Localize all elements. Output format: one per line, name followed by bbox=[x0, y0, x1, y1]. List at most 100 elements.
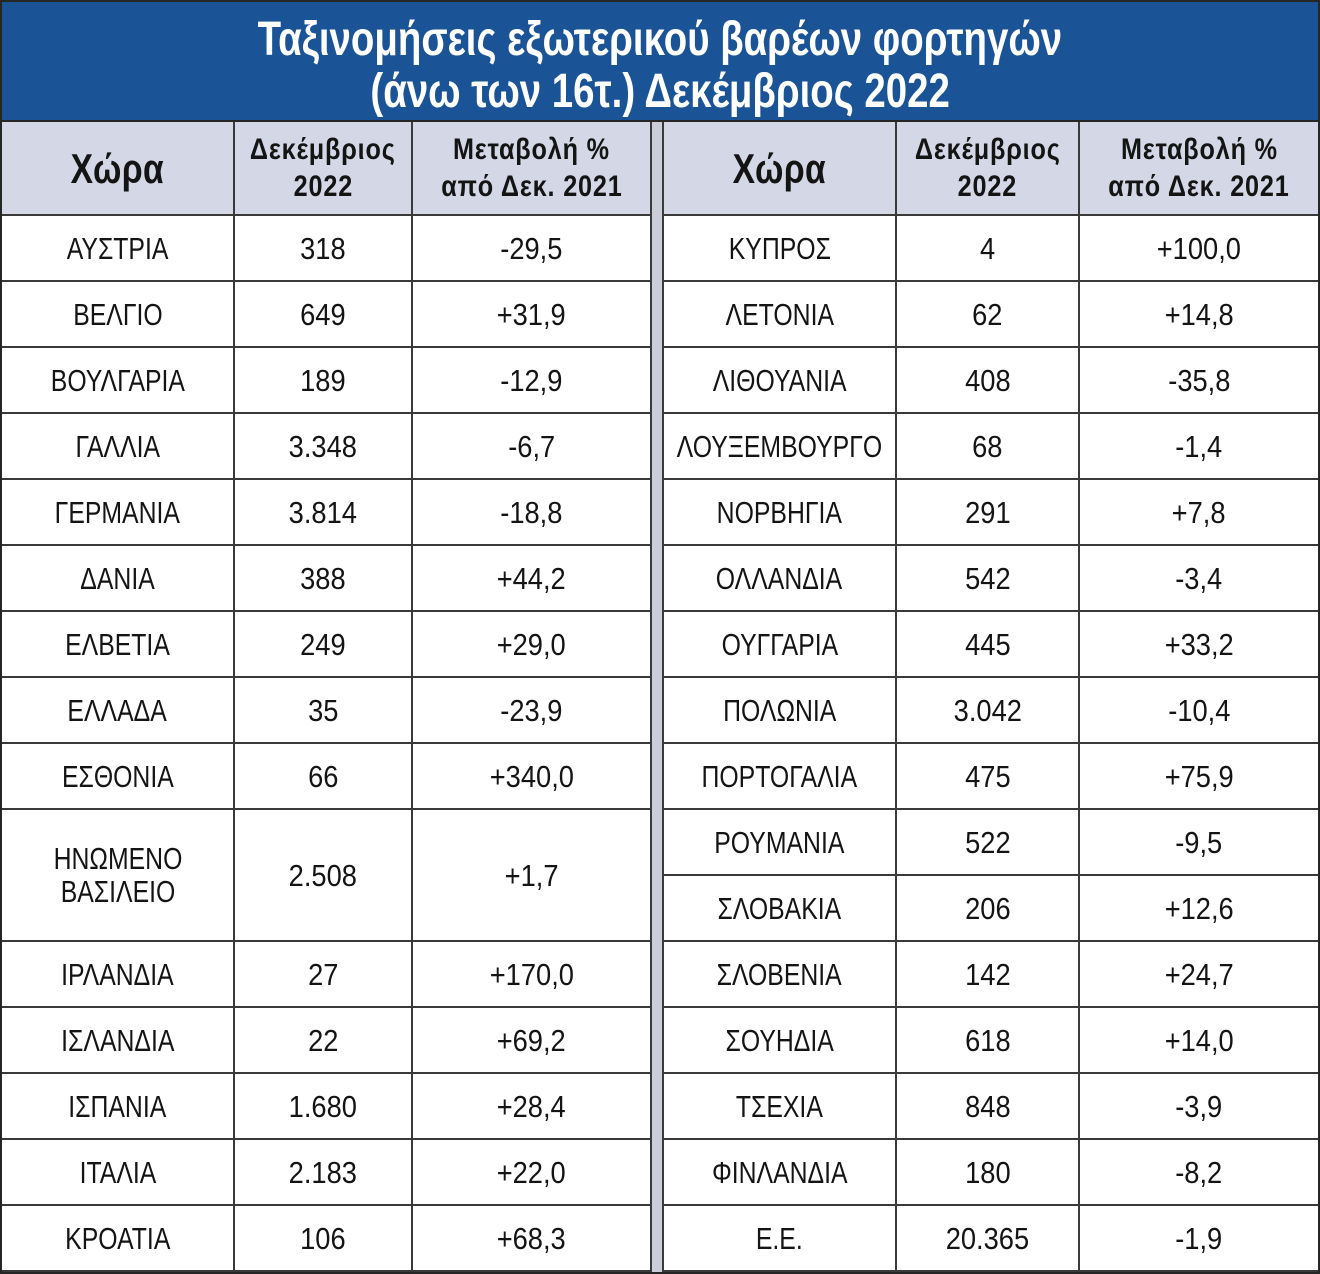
december-2022-cell: 2.183 bbox=[235, 1140, 413, 1206]
country-cell: ΣΛΟΒΑΚΙΑ bbox=[664, 876, 897, 942]
country-cell: ΛΕΤΟΝΙΑ bbox=[664, 282, 897, 348]
header-change-pct-line-1: Μεταβολή % bbox=[452, 133, 610, 166]
december-2022-value: 142 bbox=[964, 956, 1011, 992]
table-row: ΙΤΑΛΙΑ 2.183 +22,0 bbox=[2, 1140, 650, 1206]
december-2022-value: 27 bbox=[307, 956, 339, 992]
change-pct-value: -10,4 bbox=[1167, 692, 1231, 728]
country-name: ΤΣΕΧΙΑ bbox=[736, 1088, 823, 1124]
country-name: ΙΤΑΛΙΑ bbox=[79, 1154, 156, 1190]
country-name: ΟΛΛΑΝΔΙΑ bbox=[716, 560, 843, 596]
change-pct-cell: +24,7 bbox=[1080, 942, 1318, 1008]
table-row: ΟΛΛΑΝΔΙΑ 542 -3,4 bbox=[664, 546, 1318, 612]
country-cell: ΚΥΠΡΟΣ bbox=[664, 216, 897, 282]
change-pct-value: -35,8 bbox=[1167, 362, 1231, 398]
december-2022-cell: 1.680 bbox=[235, 1074, 413, 1140]
country-cell: ΒΟΥΛΓΑΡΙΑ bbox=[2, 348, 235, 414]
december-2022-cell: 22 bbox=[235, 1008, 413, 1074]
header-december-2022-line-1: Δεκέμβριος bbox=[250, 133, 396, 166]
table-row: ΠΟΛΩΝΙΑ 3.042 -10,4 bbox=[664, 678, 1318, 744]
december-2022-value: 249 bbox=[300, 626, 346, 662]
chart-title-line-2: (άνω των 16τ.) Δεκέμβριος 2022 bbox=[370, 65, 950, 118]
country-cell: ΠΟΡΤΟΓΑΛΙΑ bbox=[664, 744, 897, 810]
december-2022-value: 618 bbox=[964, 1022, 1011, 1058]
change-pct-cell: +68,3 bbox=[413, 1206, 650, 1272]
country-name: Ε.Ε. bbox=[756, 1220, 803, 1256]
country-cell: ΔΑΝΙΑ bbox=[2, 546, 235, 612]
country-cell: ΒΕΛΓΙΟ bbox=[2, 282, 235, 348]
change-pct-cell: -1,9 bbox=[1080, 1206, 1318, 1272]
change-pct-cell: -29,5 bbox=[413, 216, 650, 282]
december-2022-cell: 66 bbox=[235, 744, 413, 810]
table-row: ΒΟΥΛΓΑΡΙΑ 189 -12,9 bbox=[2, 348, 650, 414]
change-pct-cell: -9,5 bbox=[1080, 810, 1318, 876]
table-row: ΣΛΟΒΑΚΙΑ 206 +12,6 bbox=[664, 876, 1318, 942]
table-row: ΑΥΣΤΡΙΑ 318 -29,5 bbox=[2, 216, 650, 282]
change-pct-cell: +75,9 bbox=[1080, 744, 1318, 810]
december-2022-value: 2.508 bbox=[288, 857, 358, 893]
change-pct-value: +44,2 bbox=[496, 560, 567, 596]
december-2022-value: 408 bbox=[964, 362, 1011, 398]
december-2022-cell: 2.508 bbox=[235, 810, 413, 942]
country-name: ΓΑΛΛΙΑ bbox=[75, 428, 160, 464]
table-row: ΛΙΘΟΥΑΝΙΑ 408 -35,8 bbox=[664, 348, 1318, 414]
change-pct-cell: +31,9 bbox=[413, 282, 650, 348]
december-2022-value: 848 bbox=[964, 1088, 1011, 1124]
change-pct-value: +340,0 bbox=[489, 758, 574, 794]
left-table-half: Χώρα Δεκέμβριος 2022 Μεταβολή % από Δεκ. 202… bbox=[2, 122, 650, 1272]
december-2022-value: 106 bbox=[300, 1220, 346, 1256]
country-name: ΣΛΟΒΑΚΙΑ bbox=[717, 890, 842, 926]
country-name: ΛΙΘΟΥΑΝΙΑ bbox=[712, 362, 847, 398]
december-2022-value: 62 bbox=[972, 296, 1003, 332]
country-cell: ΕΣΘΟΝΙΑ bbox=[2, 744, 235, 810]
change-pct-value: +22,0 bbox=[496, 1154, 567, 1190]
table-row: Ε.Ε. 20.365 -1,9 bbox=[664, 1206, 1318, 1272]
country-name: ΙΣΛΑΝΔΙΑ bbox=[60, 1022, 175, 1058]
december-2022-cell: 27 bbox=[235, 942, 413, 1008]
change-pct-cell: -10,4 bbox=[1080, 678, 1318, 744]
right-table-half: Χώρα Δεκέμβριος 2022 Μεταβολή % από Δεκ. 202… bbox=[664, 122, 1318, 1272]
change-pct-cell: -23,9 bbox=[413, 678, 650, 744]
table-row: ΣΟΥΗΔΙΑ 618 +14,0 bbox=[664, 1008, 1318, 1074]
december-2022-cell: 542 bbox=[897, 546, 1080, 612]
december-2022-cell: 475 bbox=[897, 744, 1080, 810]
december-2022-value: 206 bbox=[964, 890, 1011, 926]
change-pct-value: -9,5 bbox=[1175, 824, 1223, 860]
december-2022-cell: 3.042 bbox=[897, 678, 1080, 744]
header-country-line-1: Χώρα bbox=[70, 144, 165, 192]
change-pct-cell: +14,0 bbox=[1080, 1008, 1318, 1074]
change-pct-cell: +7,8 bbox=[1080, 480, 1318, 546]
december-2022-value: 649 bbox=[300, 296, 346, 332]
country-name: ΠΟΡΤΟΓΑΛΙΑ bbox=[701, 758, 858, 794]
table-row: ΚΡΟΑΤΙΑ 106 +68,3 bbox=[2, 1206, 650, 1272]
title-band: Ταξινομήσεις εξωτερικού βαρέων φορτηγών … bbox=[2, 2, 1318, 122]
change-pct-value: +170,0 bbox=[489, 956, 574, 992]
table-row: ΕΛΛΑΔΑ 35 -23,9 bbox=[2, 678, 650, 744]
change-pct-cell: +28,4 bbox=[413, 1074, 650, 1140]
table-row: ΓΕΡΜΑΝΙΑ 3.814 -18,8 bbox=[2, 480, 650, 546]
change-pct-value: +100,0 bbox=[1156, 230, 1242, 266]
table-row: ΛΕΤΟΝΙΑ 62 +14,8 bbox=[664, 282, 1318, 348]
december-2022-cell: 206 bbox=[897, 876, 1080, 942]
change-pct-cell: +33,2 bbox=[1080, 612, 1318, 678]
header-december-2022-line-1: Δεκέμβριος bbox=[914, 133, 1061, 166]
change-pct-value: +69,2 bbox=[496, 1022, 567, 1058]
change-pct-value: +31,9 bbox=[496, 296, 567, 332]
table-row: ΛΟΥΞΕΜΒΟΥΡΓΟ 68 -1,4 bbox=[664, 414, 1318, 480]
header-december-2022: Δεκέμβριος 2022 bbox=[235, 122, 413, 216]
change-pct-value: +24,7 bbox=[1164, 956, 1234, 992]
country-cell: ΟΥΓΓΑΡΙΑ bbox=[664, 612, 897, 678]
table-row: ΔΑΝΙΑ 388 +44,2 bbox=[2, 546, 650, 612]
december-2022-value: 445 bbox=[964, 626, 1011, 662]
change-pct-value: -18,8 bbox=[500, 494, 563, 530]
country-name: ΕΣΘΟΝΙΑ bbox=[61, 758, 174, 794]
table-row: ΝΟΡΒΗΓΙΑ 291 +7,8 bbox=[664, 480, 1318, 546]
december-2022-value: 3.814 bbox=[288, 494, 358, 530]
table-row: ΦΙΝΛΑΝΔΙΑ 180 -8,2 bbox=[664, 1140, 1318, 1206]
december-2022-cell: 189 bbox=[235, 348, 413, 414]
december-2022-cell: 388 bbox=[235, 546, 413, 612]
country-cell: ΙΣΛΑΝΔΙΑ bbox=[2, 1008, 235, 1074]
december-2022-value: 388 bbox=[300, 560, 346, 596]
december-2022-cell: 249 bbox=[235, 612, 413, 678]
change-pct-cell: -3,4 bbox=[1080, 546, 1318, 612]
change-pct-value: +7,8 bbox=[1172, 494, 1226, 530]
